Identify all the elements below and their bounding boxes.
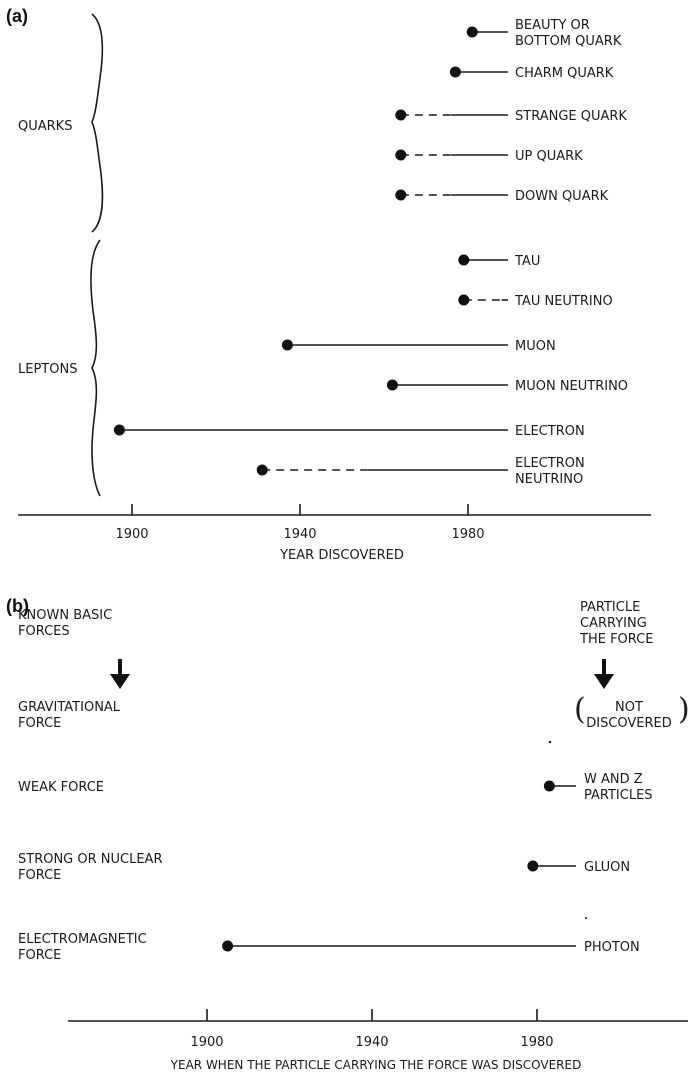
particle-label: NEUTRINO xyxy=(515,472,583,487)
panel-b-label: (b) xyxy=(6,596,29,616)
force-label: FORCE xyxy=(18,716,61,731)
discovery-point xyxy=(256,464,268,476)
x-tick-label: 1900 xyxy=(115,527,148,542)
discovery-point xyxy=(458,254,470,266)
particle-label: NOT xyxy=(615,700,643,715)
discovery-point xyxy=(527,860,539,872)
x-axis-title: YEAR WHEN THE PARTICLE CARRYING THE FORC… xyxy=(170,1058,582,1072)
particle-label: GLUON xyxy=(584,860,630,875)
discovery-point xyxy=(113,424,125,436)
discovery-point xyxy=(449,66,461,78)
x-axis-title: YEAR DISCOVERED xyxy=(279,548,404,563)
particle-label: DISCOVERED xyxy=(586,716,672,731)
discovery-point xyxy=(543,780,555,792)
discovery-point xyxy=(386,379,398,391)
particles-down-arrow xyxy=(594,659,614,689)
particle-label: TAU xyxy=(514,254,540,269)
discovery-point xyxy=(395,149,407,161)
discovery-point xyxy=(395,189,407,201)
not-discovered-left-paren: ( xyxy=(574,692,586,727)
particles-header: THE FORCE xyxy=(579,632,653,647)
particle-label: ELECTRON xyxy=(515,456,585,471)
force-label: STRONG OR NUCLEAR xyxy=(18,852,163,867)
group-label-leptons: LEPTONS xyxy=(18,362,77,377)
force-label: FORCE xyxy=(18,868,61,883)
panel-a-label: (a) xyxy=(6,6,28,26)
particle-label: MUON xyxy=(515,339,556,354)
forces-down-arrow xyxy=(110,659,130,689)
x-tick-label: 1940 xyxy=(283,527,316,542)
scan-speck xyxy=(585,917,587,919)
x-tick-label: 1980 xyxy=(451,527,484,542)
particle-label: ELECTRON xyxy=(515,424,585,439)
leptons-brace xyxy=(90,239,101,497)
particle-label: DOWN QUARK xyxy=(515,189,609,204)
forces-header: KNOWN BASIC xyxy=(18,608,112,623)
force-label: FORCE xyxy=(18,948,61,963)
particle-label: BOTTOM QUARK xyxy=(515,34,622,49)
force-label: WEAK FORCE xyxy=(18,780,104,795)
particle-label: STRANGE QUARK xyxy=(515,109,627,124)
not-discovered-right-paren: ) xyxy=(678,692,690,727)
discovery-point xyxy=(281,339,293,351)
discovery-point xyxy=(395,109,407,121)
forces-header: FORCES xyxy=(18,624,70,639)
quarks-brace xyxy=(91,13,104,233)
particle-label: UP QUARK xyxy=(515,149,583,164)
particle-label: CHARM QUARK xyxy=(515,66,614,81)
x-tick-label: 1900 xyxy=(190,1035,223,1050)
particles-header: PARTICLE xyxy=(580,600,640,615)
particle-label: W AND Z xyxy=(584,772,643,787)
discovery-point xyxy=(466,26,478,38)
group-label-quarks: QUARKS xyxy=(18,119,72,134)
particle-label: PHOTON xyxy=(584,940,640,955)
particle-label: PARTICLES xyxy=(584,788,653,803)
x-tick-label: 1980 xyxy=(520,1035,553,1050)
particles-header: CARRYING xyxy=(580,616,647,631)
force-label: ELECTROMAGNETIC xyxy=(18,932,147,947)
discovery-point xyxy=(458,294,470,306)
scan-speck xyxy=(548,740,552,744)
force-label: GRAVITATIONAL xyxy=(18,700,121,715)
x-tick-label: 1940 xyxy=(355,1035,388,1050)
particle-label: TAU NEUTRINO xyxy=(514,294,613,309)
particle-label: MUON NEUTRINO xyxy=(515,379,628,394)
particle-label: BEAUTY OR xyxy=(515,18,590,33)
discovery-point xyxy=(222,940,234,952)
